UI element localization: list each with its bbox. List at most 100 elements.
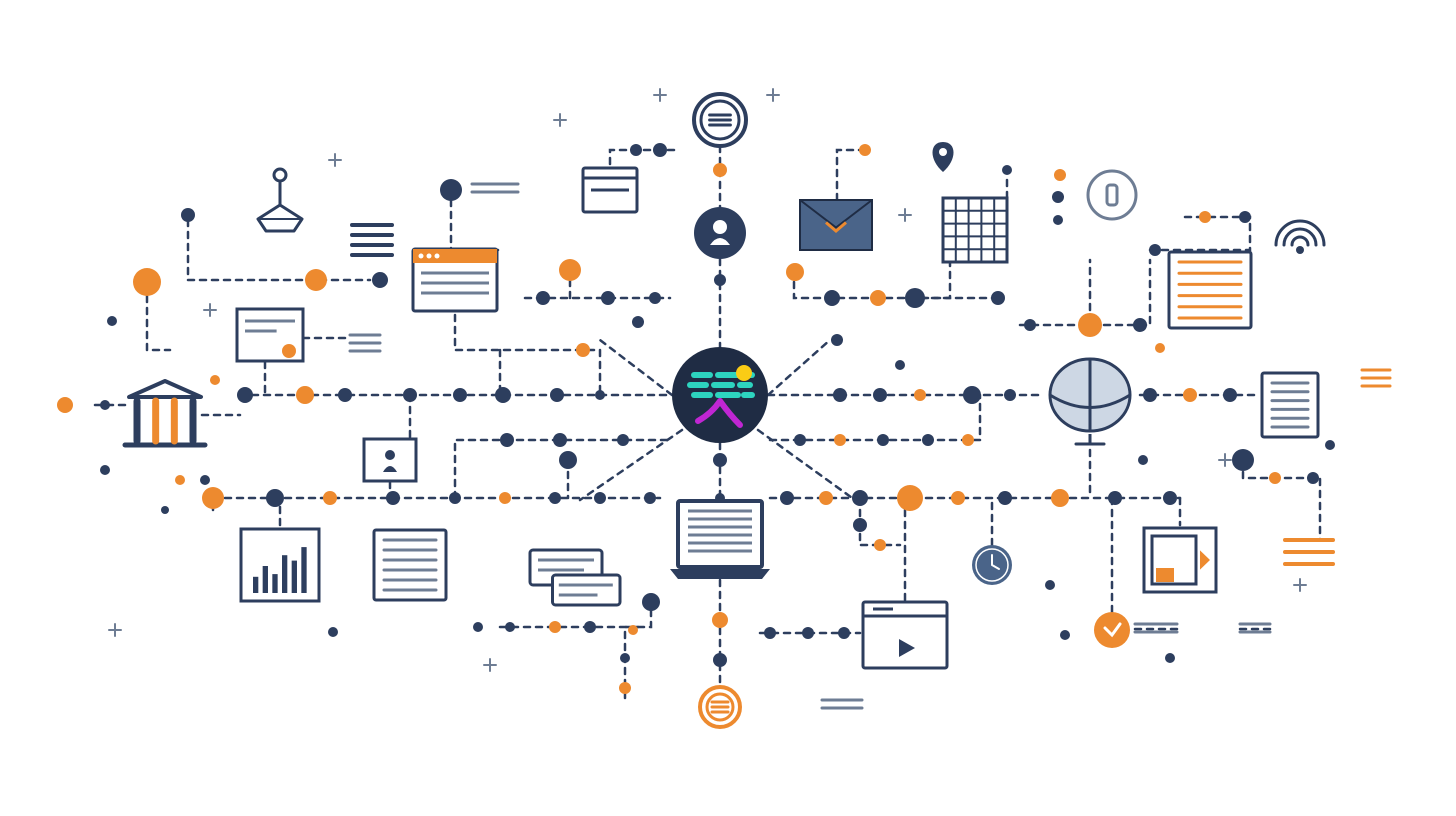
node-dot: [1133, 318, 1147, 332]
node-dot: [1239, 211, 1251, 223]
node-dot: [57, 397, 73, 413]
check-circle-icon: [1094, 612, 1130, 648]
node-dot: [1307, 472, 1319, 484]
node-dot: [1165, 653, 1175, 663]
node-dot: [553, 433, 567, 447]
node-dot: [595, 390, 605, 400]
avatar-circle-icon: [694, 207, 746, 259]
node-dot: [305, 269, 327, 291]
node-dot: [181, 208, 195, 222]
node-dot: [712, 612, 728, 628]
node-dot: [914, 389, 926, 401]
node-dot: [1325, 440, 1335, 450]
node-dot: [1045, 580, 1055, 590]
node-dot: [100, 465, 110, 475]
node-dot: [161, 506, 169, 514]
envelope-icon: [800, 200, 872, 250]
node-dot: [617, 434, 629, 446]
media-frame-icon: [1144, 528, 1216, 592]
node-dot: [1183, 388, 1197, 402]
cert-icon: [237, 309, 303, 361]
node-dot: [819, 491, 833, 505]
node-dot: [1078, 313, 1102, 337]
node-dot: [584, 621, 596, 633]
node-dot: [386, 491, 400, 505]
node-dot: [403, 388, 417, 402]
node-dot: [559, 259, 581, 281]
node-dot: [998, 491, 1012, 505]
node-dot: [794, 434, 806, 446]
node-dot: [620, 653, 630, 663]
browser-icon: [413, 249, 497, 311]
node-dot: [870, 290, 886, 306]
node-dot: [649, 292, 661, 304]
node-dot: [897, 485, 923, 511]
node-dot: [632, 316, 644, 328]
node-dot: [1232, 449, 1254, 471]
node-dot: [877, 434, 889, 446]
clock-icon: [972, 545, 1012, 585]
network-diagram: [0, 0, 1456, 816]
node-dot: [619, 682, 631, 694]
node-dot: [1149, 244, 1161, 256]
video-window-icon: [863, 602, 947, 668]
node-dot: [905, 288, 925, 308]
node-dot: [202, 487, 224, 509]
node-dot: [859, 144, 871, 156]
node-dot: [107, 316, 117, 326]
node-dot: [644, 492, 656, 504]
node-dot: [853, 518, 867, 532]
node-dot: [824, 290, 840, 306]
node-dot: [1143, 388, 1157, 402]
doc-lines-r-icon: [1262, 373, 1318, 437]
node-dot: [559, 451, 577, 469]
node-dot: [550, 388, 564, 402]
node-dot: [713, 163, 727, 177]
center-hub-icon: [672, 347, 768, 443]
node-dot: [1223, 388, 1237, 402]
node-dot: [951, 491, 965, 505]
node-dot: [210, 375, 220, 385]
node-dot: [1155, 343, 1165, 353]
node-dot: [628, 625, 638, 635]
node-dot: [440, 179, 462, 201]
node-dot: [495, 387, 511, 403]
node-dot: [852, 490, 868, 506]
node-dot: [133, 268, 161, 296]
node-dot: [713, 453, 727, 467]
node-dot: [601, 291, 615, 305]
node-dot: [874, 539, 886, 551]
doc-text-icon: [374, 530, 446, 600]
menu-circle-icon: [694, 94, 746, 146]
window-sm-icon: [583, 168, 637, 212]
node-dot: [786, 263, 804, 281]
node-dot: [895, 360, 905, 370]
node-dot: [1052, 191, 1064, 203]
person-card-icon: [364, 439, 416, 481]
node-dot: [453, 388, 467, 402]
laptop-icon: [670, 501, 770, 579]
node-dot: [922, 434, 934, 446]
node-dot: [594, 492, 606, 504]
node-dot: [338, 388, 352, 402]
node-dot: [549, 621, 561, 633]
node-dot: [200, 475, 210, 485]
node-dot: [653, 143, 667, 157]
bar-chart-icon: [241, 529, 319, 601]
doc-lines-lg-icon: [1169, 252, 1251, 328]
node-dot: [802, 627, 814, 639]
node-dot: [1269, 472, 1281, 484]
node-dot: [991, 291, 1005, 305]
node-dot: [500, 433, 514, 447]
node-dot: [473, 622, 483, 632]
node-dot: [100, 400, 110, 410]
node-dot: [505, 622, 515, 632]
node-dot: [1199, 211, 1211, 223]
node-dot: [834, 434, 846, 446]
node-dot: [499, 492, 511, 504]
node-dot: [714, 274, 726, 286]
node-dot: [642, 593, 660, 611]
node-dot: [1108, 491, 1122, 505]
node-dot: [838, 627, 850, 639]
node-dot: [323, 491, 337, 505]
